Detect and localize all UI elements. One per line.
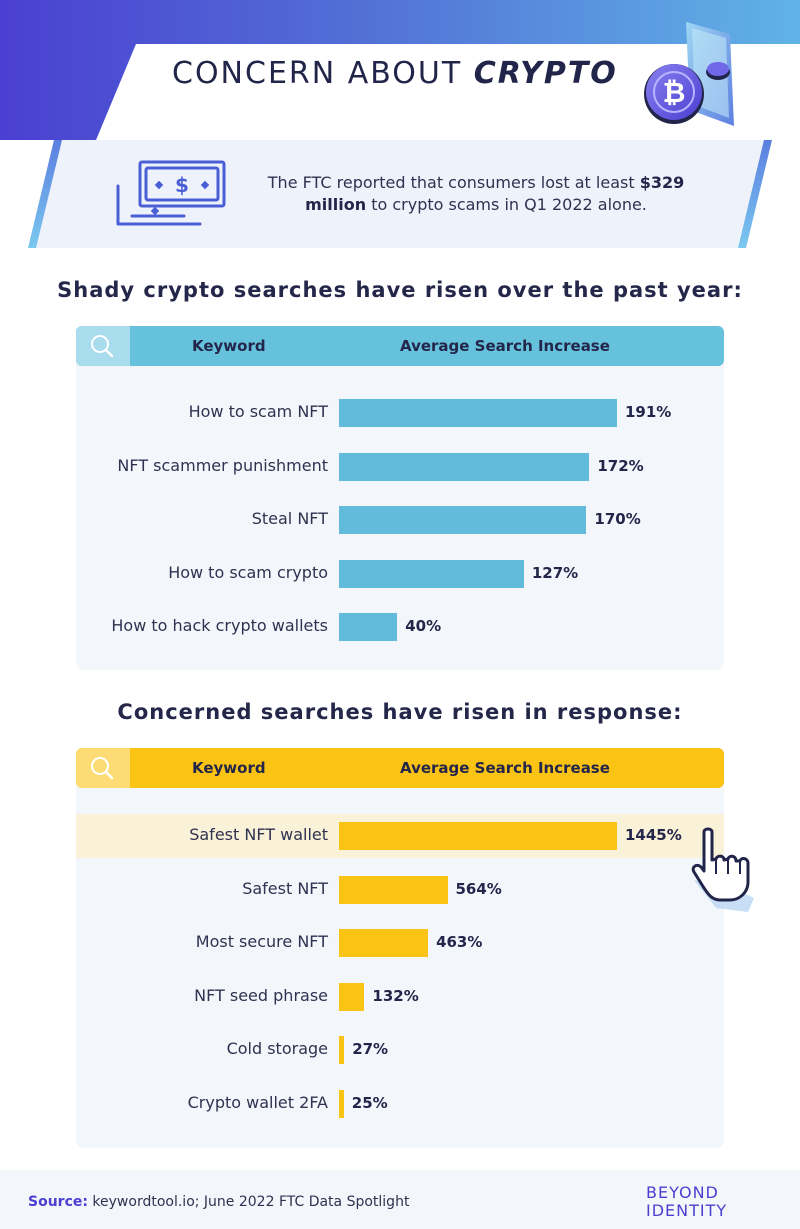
brand-logo: BEYOND IDENTITY [646,1184,727,1220]
source-text: keywordtool.io; June 2022 FTC Data Spotl… [87,1194,410,1210]
section2-heading-bold: Concerned searches [117,700,375,724]
concerned-table-header: Keyword Average Search Increase [76,748,724,788]
shady-searches-panel [76,326,724,670]
bar-value-label: 132% [372,986,419,1005]
ftc-statement: The FTC reported that consumers lost at … [256,172,696,216]
currency-symbol: $ [175,173,189,197]
bar-label: Steal NFT [251,509,328,528]
bar-label: How to scam NFT [188,402,328,421]
section1-heading-bold: Shady crypto searches [57,278,348,302]
coin-symbol: ₿ [663,76,686,109]
average-column-header: Average Search Increase [400,337,610,355]
pointing-hand-icon [691,827,754,912]
source-note: Source: keywordtool.io; June 2022 FTC Da… [28,1194,409,1210]
bar-label: NFT seed phrase [194,985,328,1005]
search-icon [91,335,114,358]
search-cell [76,748,130,788]
bar-value-label: 40% [405,617,442,635]
bar [339,452,590,481]
ftc-statement-start: The FTC reported that consumers lost at … [267,173,640,192]
bar-label: How to hack crypto wallets [111,616,328,635]
footer [0,1170,800,1229]
brand-line-2: IDENTITY [646,1201,728,1220]
bar-label: How to scam crypto [168,562,328,582]
source-label: Source: [28,1194,88,1210]
ftc-statement-amount: $329 million [305,173,685,214]
search-icon [91,757,114,780]
bar-value-label: 25% [351,1093,388,1112]
search-cell [76,326,130,366]
bar [339,875,448,904]
bar-value-label: 191% [625,403,672,421]
bar [339,613,398,641]
shady-table-header: Keyword Average Search Increase [76,326,724,366]
bar-label: Safest NFT [242,878,328,898]
title-light: CONCERN ABOUT [172,56,463,91]
bar-label: Most secure NFT [195,932,328,951]
bar-label: Safest NFT wallet [189,825,328,844]
section1-heading-rest: have risen over the past year: [347,278,743,302]
bar-label: Cold storage [226,1039,328,1058]
money-bills-icon: $ [116,160,226,226]
section2-heading-rest: have risen in response: [374,700,683,724]
ftc-statement-end: to crypto scams in Q1 2022 alone. [366,195,647,214]
average-column-header: Average Search Increase [400,759,610,777]
bar-value-label: 127% [531,563,579,582]
bar [339,506,587,534]
bar [339,929,429,957]
keyword-column-header: Keyword [192,759,266,777]
brand-line-1: BEYOND [646,1183,719,1202]
bar [339,1036,345,1064]
bar-label: NFT scammer punishment [117,455,328,475]
bar [339,822,617,850]
bar-value-label: 170% [594,510,641,528]
title-bold: CRYPTO [473,56,618,91]
bar-value-label: 463% [436,933,483,951]
page-title: CONCERN ABOUT CRYPTO [172,56,618,91]
bar-value-label: 564% [455,879,502,898]
section2-heading: Concerned searches have risen in respons… [0,700,800,724]
bar-label: Crypto wallet 2FA [187,1092,328,1112]
keyword-column-header: Keyword [192,337,266,355]
bar [339,1089,344,1118]
bar [339,559,524,588]
bar-value-label: 1445% [625,826,682,844]
bar-value-label: 27% [352,1040,389,1058]
crypto-coin-icon: ₿ [644,22,734,126]
section1-heading: Shady crypto searches have risen over th… [0,278,800,302]
bar [339,399,617,427]
bar-value-label: 172% [597,456,644,475]
bar [339,982,365,1011]
